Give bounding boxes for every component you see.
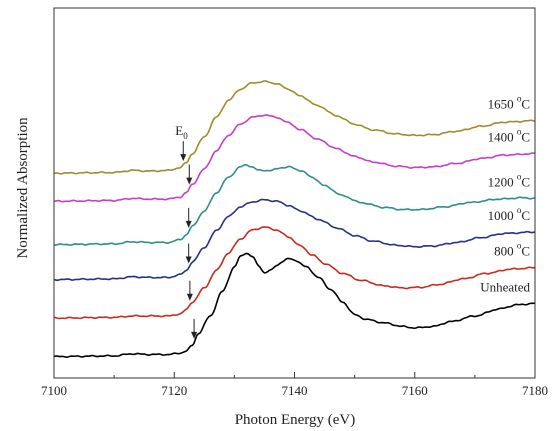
series-label-sup: o <box>517 205 522 215</box>
series-line-1 <box>53 226 536 320</box>
series-label-sup: o <box>517 94 522 104</box>
series-line-5 <box>53 80 536 175</box>
series-line-0 <box>53 252 536 358</box>
series-label-1: 800 oC <box>494 241 530 259</box>
series-label-text: 800 <box>494 244 517 259</box>
e0-subscript: 0 <box>183 131 188 141</box>
series-label-0: Unheated <box>480 279 530 294</box>
x-axis-title: Photon Energy (eV) <box>235 412 356 428</box>
series-label-text: 1650 <box>488 97 517 112</box>
edge-arrow-head-3 <box>185 220 192 228</box>
series-label-sup: o <box>517 241 522 251</box>
x-tick-label: 7120 <box>161 383 187 398</box>
e0-label: E0 <box>175 123 188 141</box>
e0-main: E <box>175 123 183 138</box>
series-label-3: 1200 oC <box>488 171 530 189</box>
edge-arrow-head-2 <box>185 256 192 264</box>
axes: 7100 7120 7140 7160 7180 <box>41 7 548 398</box>
edge-arrow-head-5 <box>180 154 187 162</box>
series-label-sup: o <box>517 171 522 181</box>
series-line-2 <box>53 198 536 282</box>
series-label-suffix: C <box>521 208 530 223</box>
edge-arrow-head-4 <box>186 177 193 185</box>
series-label-suffix: C <box>521 244 530 259</box>
edge-arrow-head-1 <box>186 293 193 301</box>
x-tick-label: 7140 <box>282 383 308 398</box>
series-line-3 <box>53 163 536 246</box>
x-tick-label: 7100 <box>41 383 67 398</box>
series-label-suffix: C <box>521 174 530 189</box>
series-label-5: 1650 oC <box>488 94 530 112</box>
plot-frame <box>53 7 536 379</box>
series-line-4 <box>53 114 536 203</box>
series-label-text: 1000 <box>488 208 517 223</box>
x-tick-label: 7180 <box>522 383 548 398</box>
series-label-text: 1200 <box>488 174 517 189</box>
x-tick-label: 7160 <box>402 383 428 398</box>
series-label-text: 1400 <box>488 130 517 145</box>
series-label-sup: o <box>517 127 522 137</box>
edge-arrow-head-0 <box>191 331 198 339</box>
series-label-2: 1000 oC <box>488 205 530 223</box>
series-label-suffix: C <box>521 130 530 145</box>
y-axis-title: Normalized Absorption <box>15 117 31 259</box>
series-label-text: Unheated <box>480 279 530 294</box>
series-label-suffix: C <box>521 97 530 112</box>
series-label-4: 1400 oC <box>488 127 530 145</box>
